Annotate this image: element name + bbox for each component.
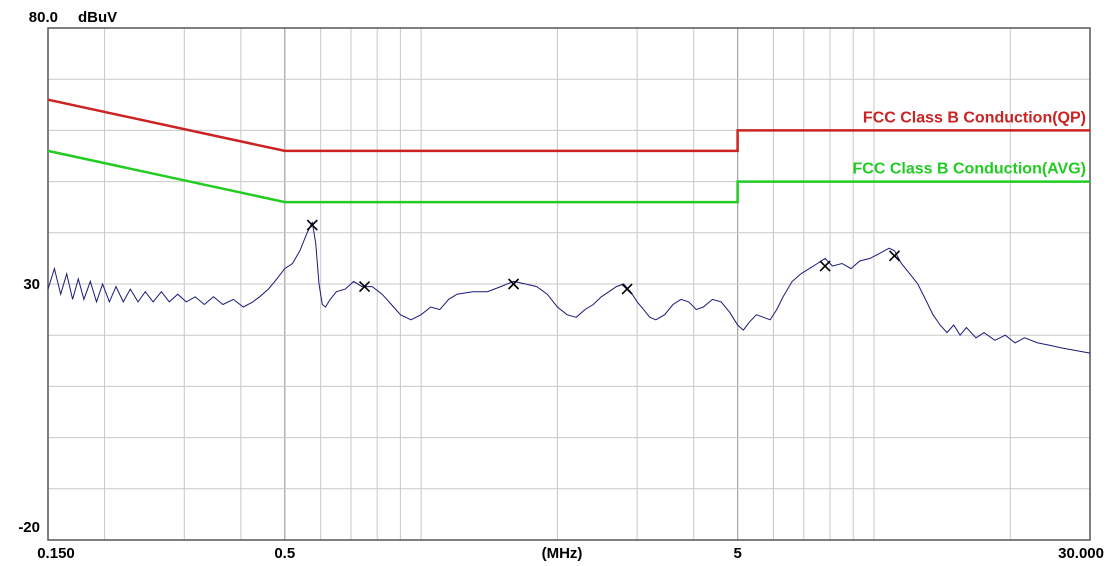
y-tick-label: -20	[18, 519, 40, 536]
y-tick-label: 30	[23, 276, 40, 293]
peak-marker	[306, 219, 318, 231]
x-tick-label: 5	[733, 545, 741, 562]
limit-line-avg	[47, 149, 1090, 204]
x-tick-label: 30.000	[1058, 545, 1104, 562]
axis-labels: 80.0 30 -20 dBuV 0.150 0.5 5 30.000 (MHz)	[18, 9, 1104, 562]
limit-label-qp: FCC Class B Conduction(QP)	[863, 109, 1086, 126]
peak-marker	[819, 260, 831, 272]
plot-frame	[47, 27, 1091, 541]
chart-grid	[48, 28, 1090, 540]
y-unit-label: dBuV	[78, 9, 117, 26]
peak-marker	[507, 278, 520, 290]
x-tick-label: 0.150	[37, 545, 75, 562]
peak-marker	[621, 283, 633, 295]
peak-marker	[888, 250, 901, 262]
limit-label-avg: FCC Class B Conduction(AVG)	[853, 161, 1086, 178]
y-tick-label: 80.0	[29, 9, 58, 26]
x-tick-label: 0.5	[274, 545, 295, 562]
x-unit-label: (MHz)	[542, 545, 583, 562]
measurement-trace	[47, 221, 1091, 354]
limit-lines: FCC Class B Conduction(QP) FCC Class B Co…	[47, 98, 1090, 204]
peak-marker	[358, 280, 371, 293]
limit-line-qp	[47, 98, 1090, 153]
peak-markers	[306, 219, 901, 295]
